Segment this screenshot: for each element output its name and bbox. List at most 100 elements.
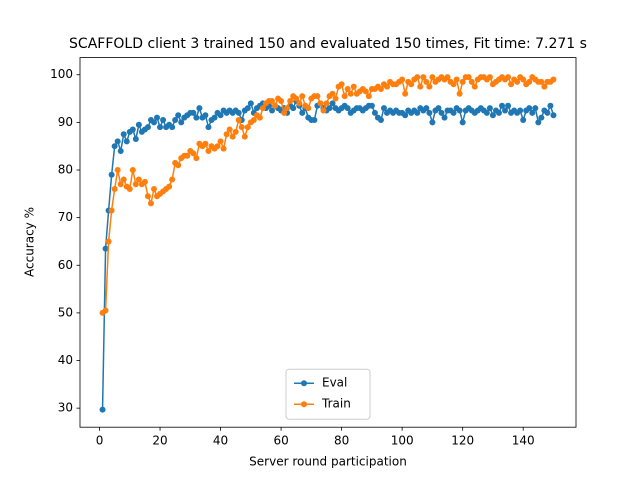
data-point [123, 138, 130, 145]
data-point [108, 171, 115, 178]
data-point [305, 105, 312, 112]
data-point [296, 100, 303, 107]
x-tick-label: 100 [391, 434, 414, 448]
data-point [202, 140, 209, 147]
data-point [157, 124, 164, 131]
data-point [272, 102, 279, 109]
data-point [120, 131, 127, 138]
data-point [371, 109, 378, 116]
x-tick-label: 140 [512, 434, 535, 448]
data-point [402, 112, 409, 119]
data-point [178, 119, 185, 126]
data-point [217, 138, 224, 145]
data-point [241, 133, 248, 140]
data-point [417, 83, 424, 90]
data-point [450, 109, 457, 116]
data-point [320, 107, 327, 114]
y-tick-label: 80 [58, 163, 73, 177]
data-point [193, 155, 200, 162]
data-point [232, 128, 239, 135]
data-point [211, 114, 218, 121]
data-point [441, 114, 448, 121]
data-point [144, 124, 151, 131]
data-point [505, 102, 512, 109]
data-point [169, 124, 176, 131]
data-point [550, 112, 557, 119]
data-point [269, 107, 276, 114]
data-point [141, 178, 148, 185]
legend-marker [301, 401, 307, 408]
data-point [350, 83, 357, 90]
data-point [220, 145, 227, 152]
x-tick-label: 120 [451, 434, 474, 448]
data-point [489, 112, 496, 119]
data-point [329, 90, 336, 97]
plot-frame [79, 57, 577, 428]
data-point [456, 90, 463, 97]
data-point [329, 100, 336, 107]
data-point [135, 176, 142, 183]
data-point [526, 105, 533, 112]
data-point [169, 176, 176, 183]
data-point [347, 90, 354, 97]
data-point [508, 81, 515, 88]
data-point [541, 83, 548, 90]
data-point [120, 176, 127, 183]
data-point [144, 193, 151, 200]
x-tick-label: 60 [273, 434, 288, 448]
data-point [299, 93, 306, 100]
data-point [223, 131, 230, 138]
data-point [269, 97, 276, 104]
data-point [278, 97, 285, 104]
data-point [132, 136, 139, 143]
data-point [175, 162, 182, 169]
legend-box [285, 368, 371, 420]
y-tick-label: 40 [58, 353, 73, 367]
data-point [344, 105, 351, 112]
y-tick-label: 90 [58, 115, 73, 129]
data-point [126, 186, 133, 193]
y-tick-label: 30 [58, 401, 73, 415]
data-point [190, 150, 197, 157]
data-point [456, 107, 463, 114]
x-tick-label: 40 [213, 434, 228, 448]
data-point [202, 112, 209, 119]
data-point [281, 109, 288, 116]
data-point [196, 105, 203, 112]
data-point [459, 78, 466, 85]
data-point [438, 109, 445, 116]
data-point [111, 186, 118, 193]
data-point [538, 78, 545, 85]
data-point [166, 183, 173, 190]
data-point [344, 86, 351, 93]
data-point [154, 114, 161, 121]
data-point [408, 81, 415, 88]
data-point [244, 105, 251, 112]
data-point [499, 102, 506, 109]
data-point [414, 109, 421, 116]
data-point [117, 181, 124, 188]
data-point [471, 83, 478, 90]
data-point [108, 207, 115, 214]
data-point [205, 147, 212, 154]
data-point [538, 114, 545, 121]
data-point [362, 88, 369, 95]
data-point [517, 107, 524, 114]
data-point [217, 112, 224, 119]
data-point [532, 105, 539, 112]
data-point [102, 245, 109, 252]
data-point [287, 97, 294, 104]
data-point [368, 102, 375, 109]
data-point [384, 83, 391, 90]
data-point [214, 143, 221, 150]
data-point [99, 406, 106, 413]
data-point [111, 143, 118, 150]
data-point [495, 109, 502, 116]
y-axis-label: Accuracy % [23, 207, 37, 277]
data-point [238, 124, 245, 131]
data-point [468, 78, 475, 85]
data-point [459, 119, 466, 126]
data-point [184, 152, 191, 159]
data-point [135, 121, 142, 128]
data-point [486, 74, 493, 81]
